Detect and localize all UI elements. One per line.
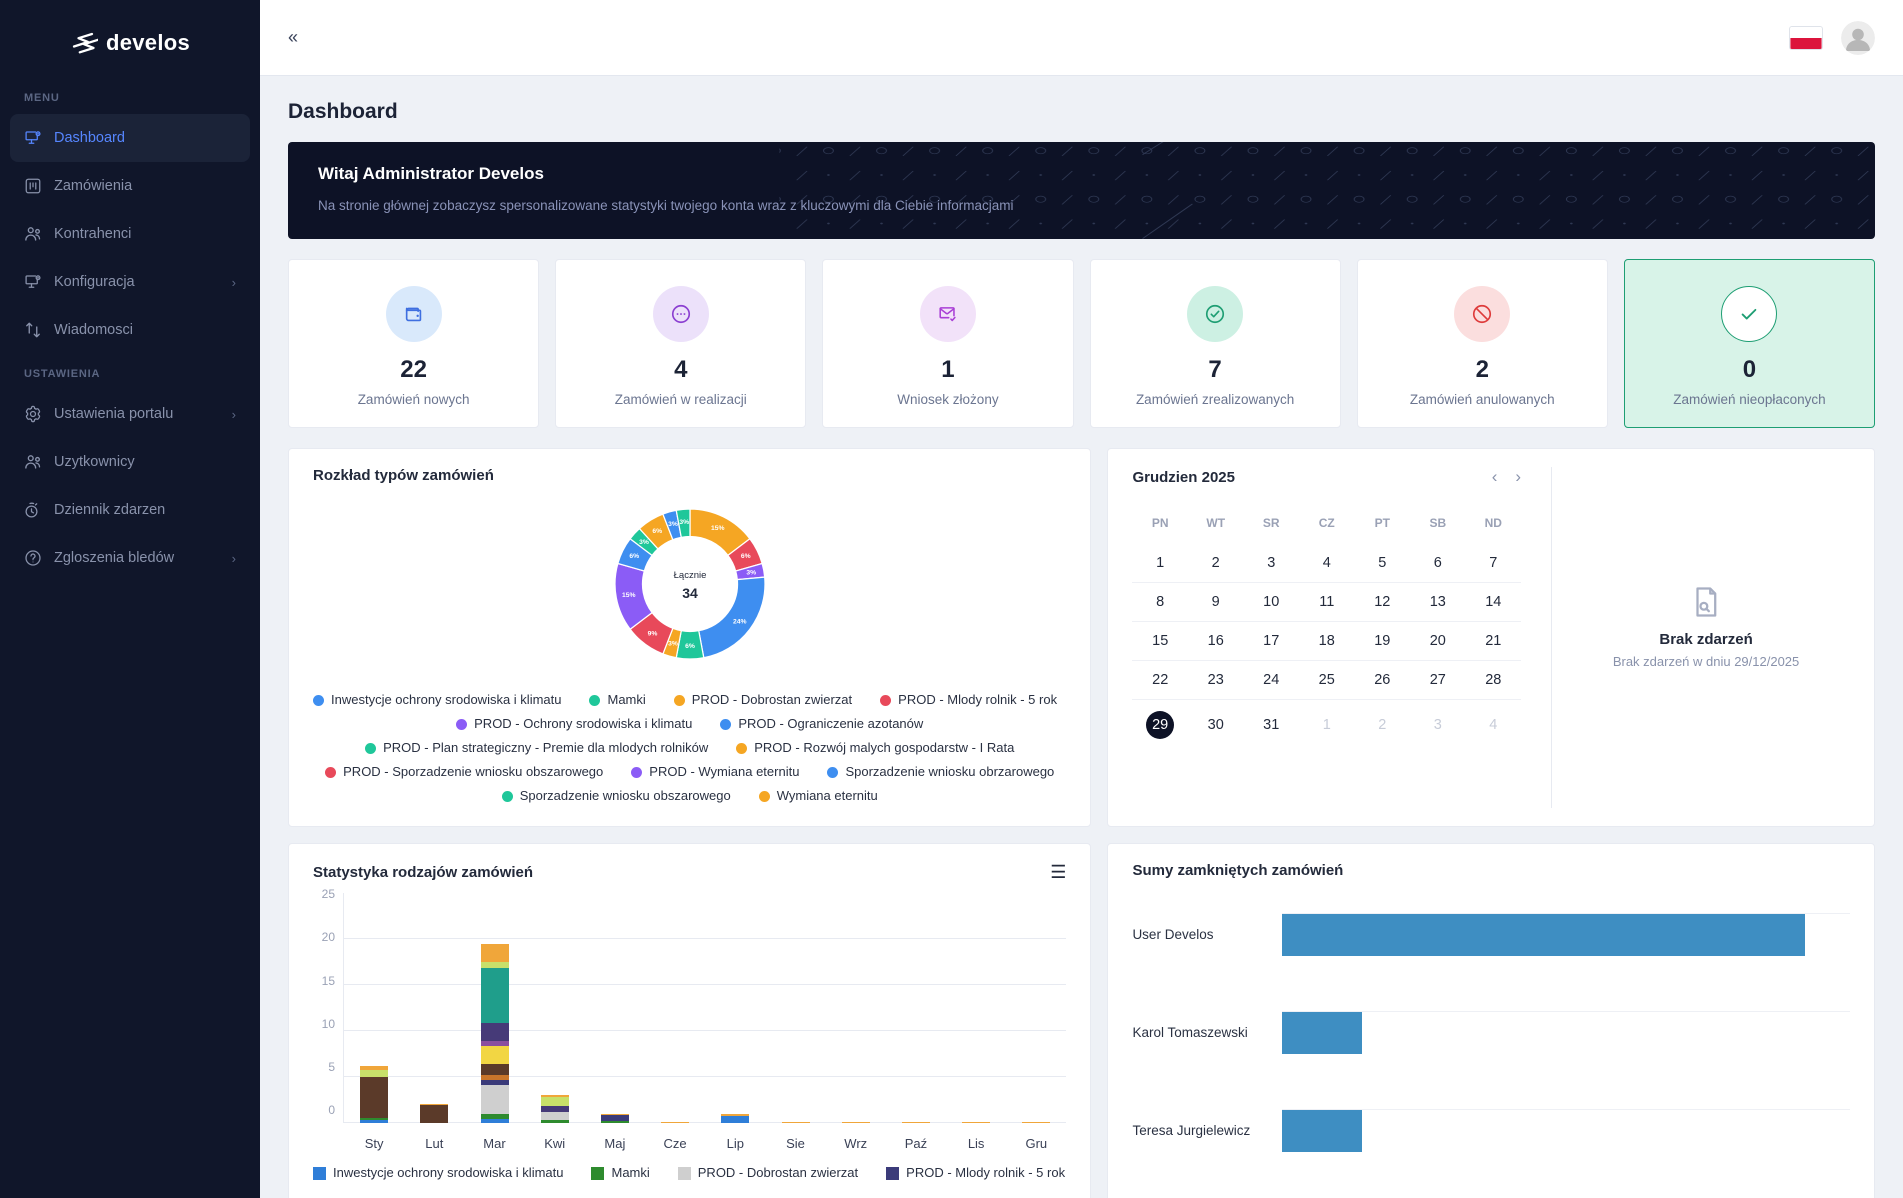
svg-text:24%: 24% bbox=[733, 618, 747, 625]
svg-text:3%: 3% bbox=[668, 521, 678, 528]
svg-text:3%: 3% bbox=[746, 569, 756, 576]
svg-text:6%: 6% bbox=[629, 553, 639, 560]
svg-text:3%: 3% bbox=[679, 519, 689, 526]
svg-text:6%: 6% bbox=[652, 528, 662, 535]
svg-text:3%: 3% bbox=[639, 539, 649, 546]
svg-text:9%: 9% bbox=[647, 630, 657, 637]
svg-text:6%: 6% bbox=[685, 643, 695, 650]
svg-text:15%: 15% bbox=[711, 525, 725, 532]
svg-text:6%: 6% bbox=[741, 553, 751, 560]
svg-text:Łącznie: Łącznie bbox=[673, 570, 706, 581]
svg-text:34: 34 bbox=[682, 585, 698, 601]
svg-text:15%: 15% bbox=[622, 592, 636, 599]
svg-text:3%: 3% bbox=[668, 641, 678, 648]
